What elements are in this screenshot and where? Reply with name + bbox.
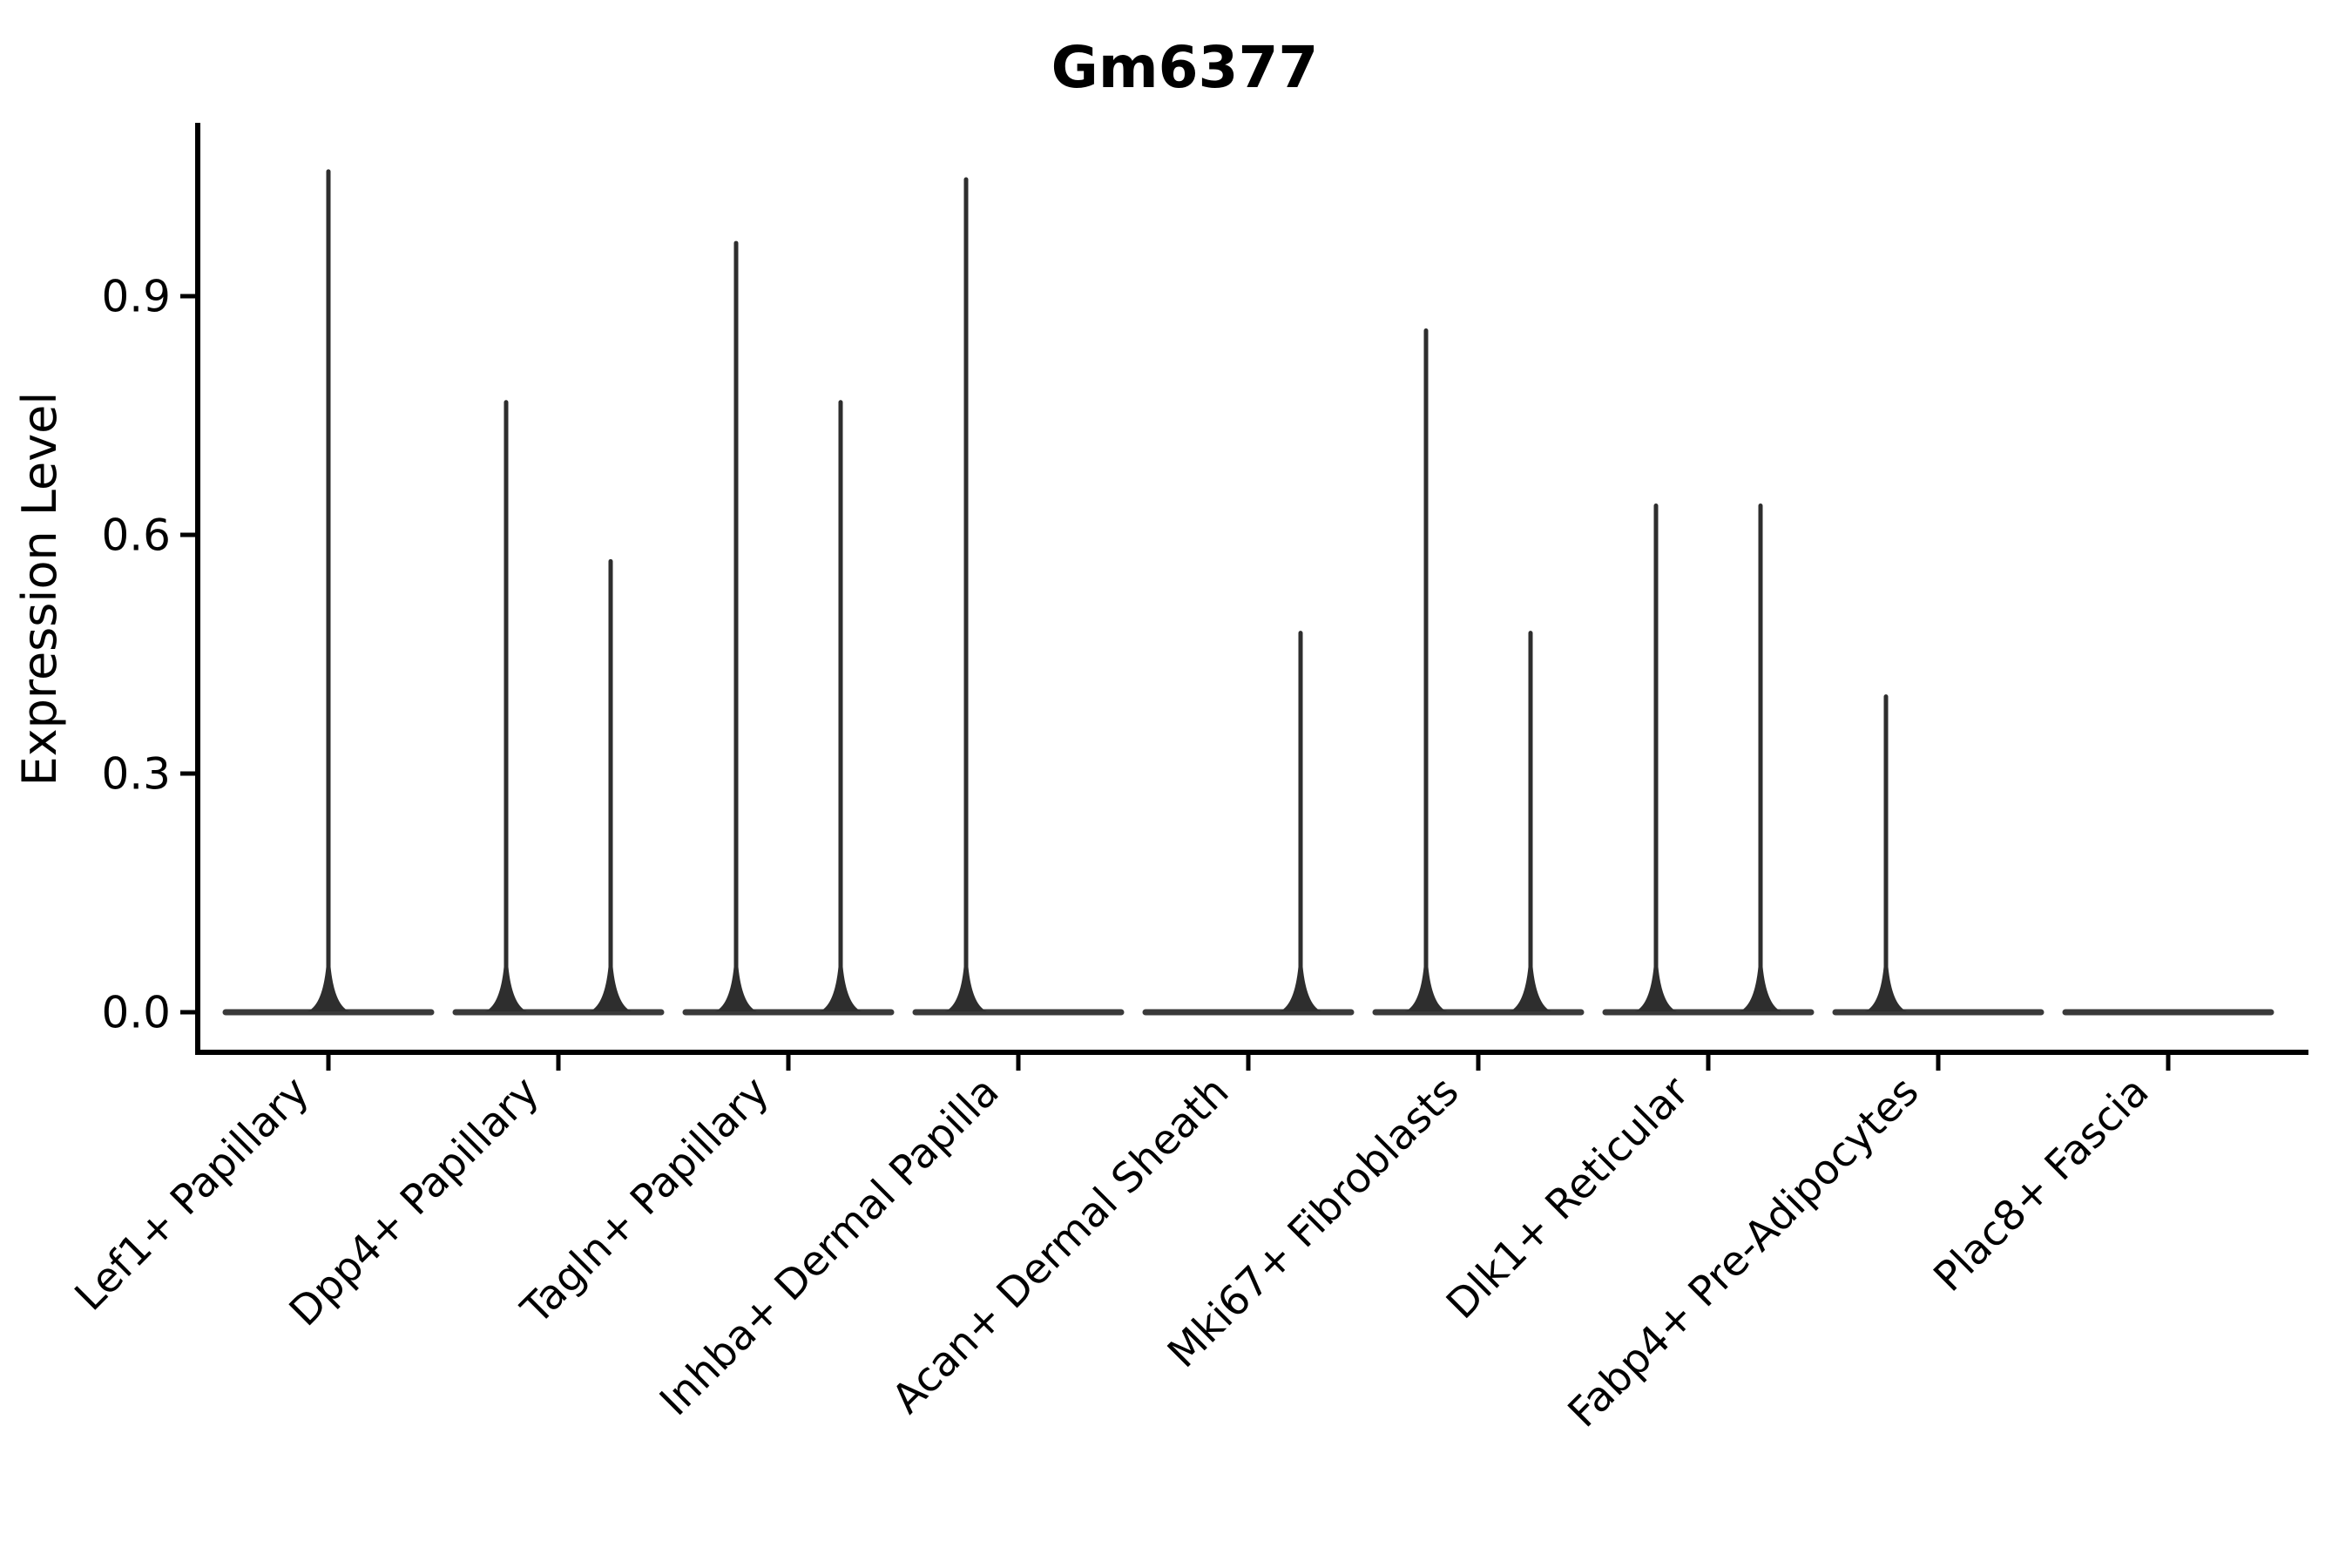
y-tick-label: 0.6 bbox=[101, 510, 171, 561]
y-axis-ticks: 0.0 0.3 0.6 0.9 bbox=[101, 272, 195, 1038]
violin-category bbox=[1602, 503, 1815, 1016]
y-axis-label: Expression Level bbox=[12, 392, 67, 787]
violin-category bbox=[222, 169, 435, 1016]
x-tick-label: Dpp4+ Papillary bbox=[280, 1068, 549, 1336]
violin-category bbox=[912, 177, 1125, 1016]
violins bbox=[222, 169, 2274, 1016]
x-tick-label: Dlk1+ Reticular bbox=[1437, 1067, 1699, 1328]
violin-category bbox=[452, 400, 665, 1016]
violin-category bbox=[1832, 694, 2044, 1016]
axis-spines bbox=[195, 123, 2308, 1055]
violin-category bbox=[1142, 631, 1355, 1016]
y-tick-label: 0.9 bbox=[101, 272, 171, 322]
y-tick-label: 0.3 bbox=[101, 749, 171, 800]
violin-category bbox=[682, 240, 895, 1016]
y-tick-label: 0.0 bbox=[101, 988, 171, 1038]
x-tick-label: Plac8+ Fascia bbox=[1925, 1068, 2159, 1301]
x-tick-label: Lef1+ Papillary bbox=[66, 1068, 319, 1321]
violin-category bbox=[1372, 328, 1585, 1016]
x-tick-label: Tagln+ Papillary bbox=[512, 1068, 779, 1335]
chart-title: Gm6377 bbox=[1051, 34, 1319, 101]
